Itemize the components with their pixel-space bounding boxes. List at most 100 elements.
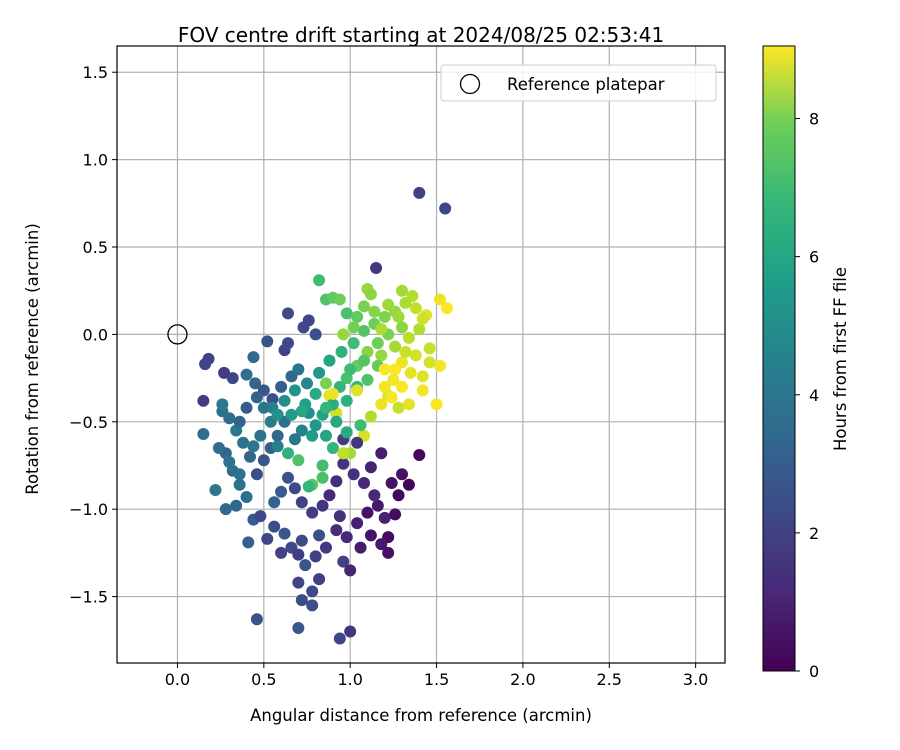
data-point — [278, 394, 291, 407]
x-tick-label: 0.5 — [251, 670, 276, 689]
data-point — [347, 337, 360, 350]
data-point — [358, 476, 370, 489]
data-point — [361, 506, 374, 519]
x-tick-label: 1.0 — [337, 670, 362, 689]
data-point — [392, 310, 405, 323]
data-point — [340, 394, 353, 407]
data-point — [416, 312, 429, 325]
data-point — [354, 541, 367, 554]
y-tick-label: 0.0 — [83, 325, 108, 344]
y-tick-label: 1.0 — [83, 151, 108, 170]
data-point — [413, 323, 426, 336]
data-point — [306, 585, 319, 598]
data-point — [378, 363, 391, 376]
data-point — [288, 482, 301, 495]
y-axis-label: Rotation from reference (arcmin) — [23, 223, 42, 495]
colorbar — [762, 45, 796, 672]
data-point — [396, 284, 408, 297]
y-tick-label: 1.5 — [83, 63, 108, 82]
data-point — [402, 331, 415, 344]
data-point — [218, 366, 231, 379]
data-point — [306, 506, 319, 519]
data-point — [257, 401, 270, 414]
data-point — [316, 499, 329, 512]
data-point — [392, 489, 405, 502]
data-point — [266, 393, 279, 406]
data-point — [275, 546, 288, 559]
data-point — [361, 373, 374, 386]
legend: Reference platepar — [440, 64, 717, 102]
legend-entry-label: Reference platepar — [507, 75, 665, 94]
data-point — [257, 454, 270, 467]
data-point — [297, 321, 310, 334]
data-point — [330, 524, 343, 537]
data-point — [261, 335, 274, 348]
reference-platepar-circle — [167, 324, 188, 345]
data-point — [330, 415, 343, 428]
data-point — [244, 450, 256, 463]
data-point — [385, 391, 398, 404]
plot-frame — [116, 45, 726, 664]
data-point — [254, 510, 267, 523]
data-point — [364, 288, 377, 301]
data-point — [295, 424, 308, 437]
data-point — [271, 440, 284, 453]
data-point — [413, 449, 426, 462]
data-point — [396, 380, 408, 393]
data-point — [434, 359, 446, 372]
data-point — [402, 478, 415, 491]
data-point — [375, 538, 388, 551]
legend-box — [440, 64, 717, 102]
data-point — [340, 307, 353, 320]
data-point — [402, 398, 415, 411]
data-point — [392, 401, 405, 414]
data-point — [268, 520, 281, 533]
data-point — [434, 293, 446, 306]
data-point — [212, 442, 225, 455]
data-point — [292, 622, 305, 635]
x-axis-label: Angular distance from reference (arcmin) — [250, 706, 592, 725]
data-point — [233, 468, 246, 481]
data-point — [344, 564, 357, 577]
y-tick-label: −1.5 — [69, 588, 108, 607]
data-point — [385, 476, 398, 489]
data-point — [199, 358, 212, 371]
data-point — [375, 323, 388, 336]
data-point — [382, 298, 395, 311]
data-point — [295, 594, 308, 607]
data-point — [254, 429, 267, 442]
data-point — [378, 511, 391, 524]
data-point — [333, 510, 346, 523]
x-tick-label: 1.5 — [424, 670, 449, 689]
data-point — [358, 354, 370, 367]
y-axis-ticks: −1.5 −1.0 −0.5 0.0 0.5 1.0 1.5 — [69, 63, 117, 607]
data-point — [351, 310, 364, 323]
data-point — [306, 429, 319, 442]
x-tick-label: 3.0 — [683, 670, 708, 689]
data-point — [313, 529, 326, 542]
data-point — [313, 573, 326, 586]
data-point — [416, 370, 429, 383]
data-point — [233, 415, 246, 428]
colorbar-tick-label: 0 — [809, 662, 819, 681]
data-point — [309, 387, 322, 400]
data-point — [313, 366, 326, 379]
data-point — [323, 489, 336, 502]
data-point — [292, 454, 305, 467]
data-point — [233, 478, 246, 491]
data-point — [237, 436, 250, 449]
data-point — [247, 351, 260, 364]
data-point — [344, 363, 357, 376]
data-point — [301, 377, 313, 390]
data-point — [240, 490, 253, 503]
data-point — [351, 436, 364, 449]
data-point — [309, 328, 322, 341]
data-point — [375, 447, 388, 460]
data-point — [323, 354, 336, 367]
data-point — [226, 372, 239, 385]
data-point — [351, 517, 364, 530]
data-point — [364, 529, 377, 542]
data-point — [250, 468, 263, 481]
data-point — [358, 324, 370, 337]
